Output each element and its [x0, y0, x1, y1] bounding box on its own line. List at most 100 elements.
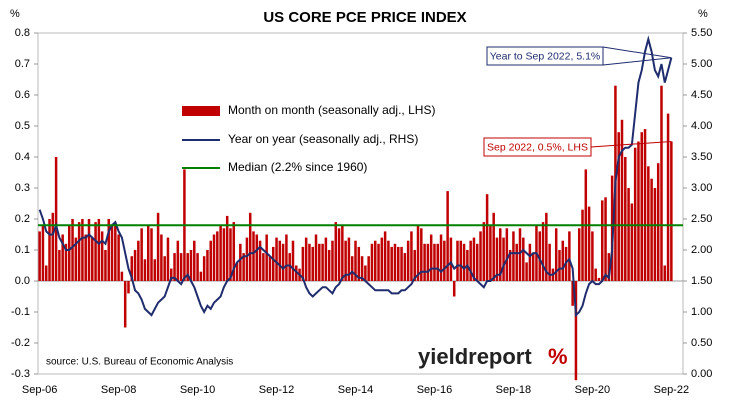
bar: [87, 219, 91, 281]
bar: [577, 228, 581, 281]
y-tick-label: -0.3: [11, 368, 30, 380]
bar: [439, 234, 443, 281]
bar: [100, 231, 104, 281]
bar: [354, 240, 357, 281]
bar: [314, 234, 318, 281]
bar: [571, 281, 574, 306]
bar: [64, 243, 68, 281]
bar: [114, 222, 117, 281]
bar: [647, 166, 650, 281]
bar: [71, 219, 74, 281]
bar: [84, 234, 87, 281]
bar: [327, 250, 331, 281]
y-tick-label: 0.2: [15, 213, 30, 225]
bar: [242, 253, 245, 281]
chart-title: US CORE PCE PRICE INDEX: [263, 9, 466, 26]
bar: [222, 228, 226, 281]
bar: [321, 243, 324, 281]
bar: [383, 231, 387, 281]
bar: [518, 228, 522, 281]
bar: [258, 240, 262, 281]
bar: [262, 253, 265, 281]
y2-tick-label: 1.00: [691, 306, 712, 318]
bar: [413, 250, 416, 281]
bar: [357, 246, 361, 281]
y2-tick-label: 0.50: [691, 337, 712, 349]
bar: [545, 212, 548, 281]
bar: [525, 262, 528, 281]
bar: [656, 163, 660, 281]
bar: [44, 265, 48, 281]
bar: [505, 228, 509, 281]
annotation-box: [486, 46, 604, 66]
bar: [522, 237, 525, 281]
bar: [68, 225, 71, 281]
bar: [229, 228, 232, 281]
legend-swatch: [182, 106, 220, 116]
bar: [38, 231, 41, 281]
bar: [627, 188, 630, 281]
bar: [127, 281, 130, 294]
bar: [143, 259, 147, 281]
bar: [123, 281, 127, 328]
bar: [630, 203, 634, 281]
bar: [133, 250, 137, 281]
bar: [150, 228, 153, 281]
bar: [311, 246, 314, 281]
bar: [449, 237, 453, 281]
legend-label: Year on year (seasonally adj., RHS): [228, 132, 418, 146]
bar: [334, 222, 338, 281]
y2-tick-label: 2.00: [691, 244, 712, 256]
bar: [393, 243, 397, 281]
y2-tick-label: 0.00: [691, 368, 712, 380]
bar: [140, 228, 143, 281]
bar: [380, 237, 384, 281]
bar: [245, 237, 249, 281]
bar: [390, 246, 393, 281]
x-tick-label: Sep-10: [180, 384, 215, 396]
bar: [528, 243, 532, 281]
bar: [548, 243, 551, 281]
bar: [170, 268, 173, 281]
bar: [561, 240, 565, 281]
bar: [202, 256, 206, 281]
bar: [110, 225, 114, 281]
bar: [462, 243, 466, 281]
y-tick-label: 0.1: [15, 244, 30, 256]
bar: [370, 243, 374, 281]
bar: [617, 132, 620, 281]
bar: [193, 240, 196, 281]
x-tick-label: Sep-18: [496, 384, 531, 396]
y-tick-label: 0.8: [15, 27, 30, 39]
bar: [308, 243, 311, 281]
bar: [531, 253, 535, 281]
bar: [301, 246, 305, 281]
bar: [360, 256, 364, 281]
plot-area: [37, 32, 684, 375]
bar: [206, 250, 209, 281]
bar: [304, 237, 308, 281]
bar: [495, 237, 499, 281]
y-tick-label: -0.1: [11, 306, 30, 318]
bar: [472, 237, 476, 281]
bar: [416, 225, 420, 281]
bar: [620, 119, 624, 281]
bar: [350, 256, 354, 281]
annotation-text: Sep 2022, 0.5%, LHS: [487, 141, 588, 153]
bar: [295, 265, 298, 281]
bar: [347, 237, 351, 281]
y-tick-label: 0.5: [15, 120, 30, 132]
bar: [146, 225, 150, 281]
bar: [189, 250, 193, 281]
bar: [482, 222, 486, 281]
bar: [117, 234, 120, 281]
bar: [265, 234, 268, 281]
bar: [581, 209, 584, 281]
annotation-leader: [602, 46, 672, 59]
bar: [591, 231, 594, 281]
bar: [377, 243, 380, 281]
bar: [436, 243, 440, 281]
x-tick-label: Sep-06: [22, 384, 57, 396]
bar: [130, 256, 134, 281]
